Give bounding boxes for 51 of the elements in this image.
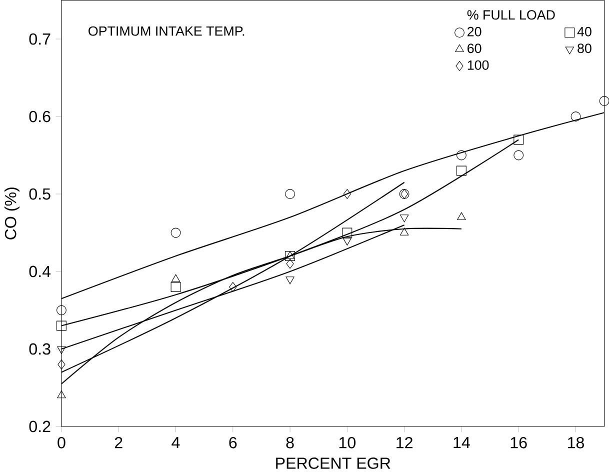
legend-label: 60 xyxy=(468,43,482,53)
y-tick-label: 0.6 xyxy=(29,110,50,122)
point xyxy=(170,228,181,238)
point xyxy=(400,214,409,222)
point xyxy=(286,258,294,269)
x-tick-label: 2 xyxy=(114,436,122,448)
x-axis-title: PERCENT EGR xyxy=(276,457,390,469)
point xyxy=(58,359,66,370)
y-tick-label: 0.3 xyxy=(29,343,50,354)
x-tick-label: 10 xyxy=(339,436,356,448)
point xyxy=(170,282,181,292)
y-tick-label: 0.5 xyxy=(29,188,50,200)
point xyxy=(286,276,294,284)
legend-label: 100 xyxy=(468,60,489,70)
point xyxy=(400,228,409,236)
point xyxy=(57,390,66,398)
point xyxy=(286,250,294,258)
point xyxy=(342,238,352,246)
x-tick-label: 14 xyxy=(454,436,470,448)
point xyxy=(457,212,466,220)
point xyxy=(456,166,466,176)
point xyxy=(570,111,581,122)
x-tick-label: 18 xyxy=(568,436,584,448)
legend-label: 40 xyxy=(577,26,592,36)
y-tick-label: 0.7 xyxy=(29,33,50,45)
point xyxy=(343,188,351,199)
x-tick-label: 0 xyxy=(58,436,66,448)
y-tick-label: 0.4 xyxy=(29,266,51,277)
x-tick-label: 8 xyxy=(286,436,294,448)
x-tick-label: 16 xyxy=(510,436,527,448)
point xyxy=(285,250,295,261)
point xyxy=(514,150,524,160)
point xyxy=(56,305,66,316)
y-axis-title: CO (%) xyxy=(4,187,20,240)
point xyxy=(342,228,352,238)
legend-title: % FULL LOAD xyxy=(467,10,555,20)
point xyxy=(56,320,66,331)
point xyxy=(57,346,66,354)
legend-label: 80 xyxy=(578,43,592,53)
point xyxy=(599,96,609,106)
y-tick-label: 0.2 xyxy=(29,420,50,432)
legend-label: 20 xyxy=(468,26,482,36)
x-tick-label: 6 xyxy=(229,436,237,448)
point xyxy=(171,274,180,282)
point xyxy=(229,282,237,292)
x-tick-label: 4 xyxy=(172,436,180,448)
annotation: OPTIMUM INTAKE TEMP. xyxy=(88,26,244,36)
point xyxy=(514,134,524,145)
point xyxy=(456,150,466,160)
point xyxy=(285,188,295,199)
x-tick-label: 12 xyxy=(396,436,412,448)
